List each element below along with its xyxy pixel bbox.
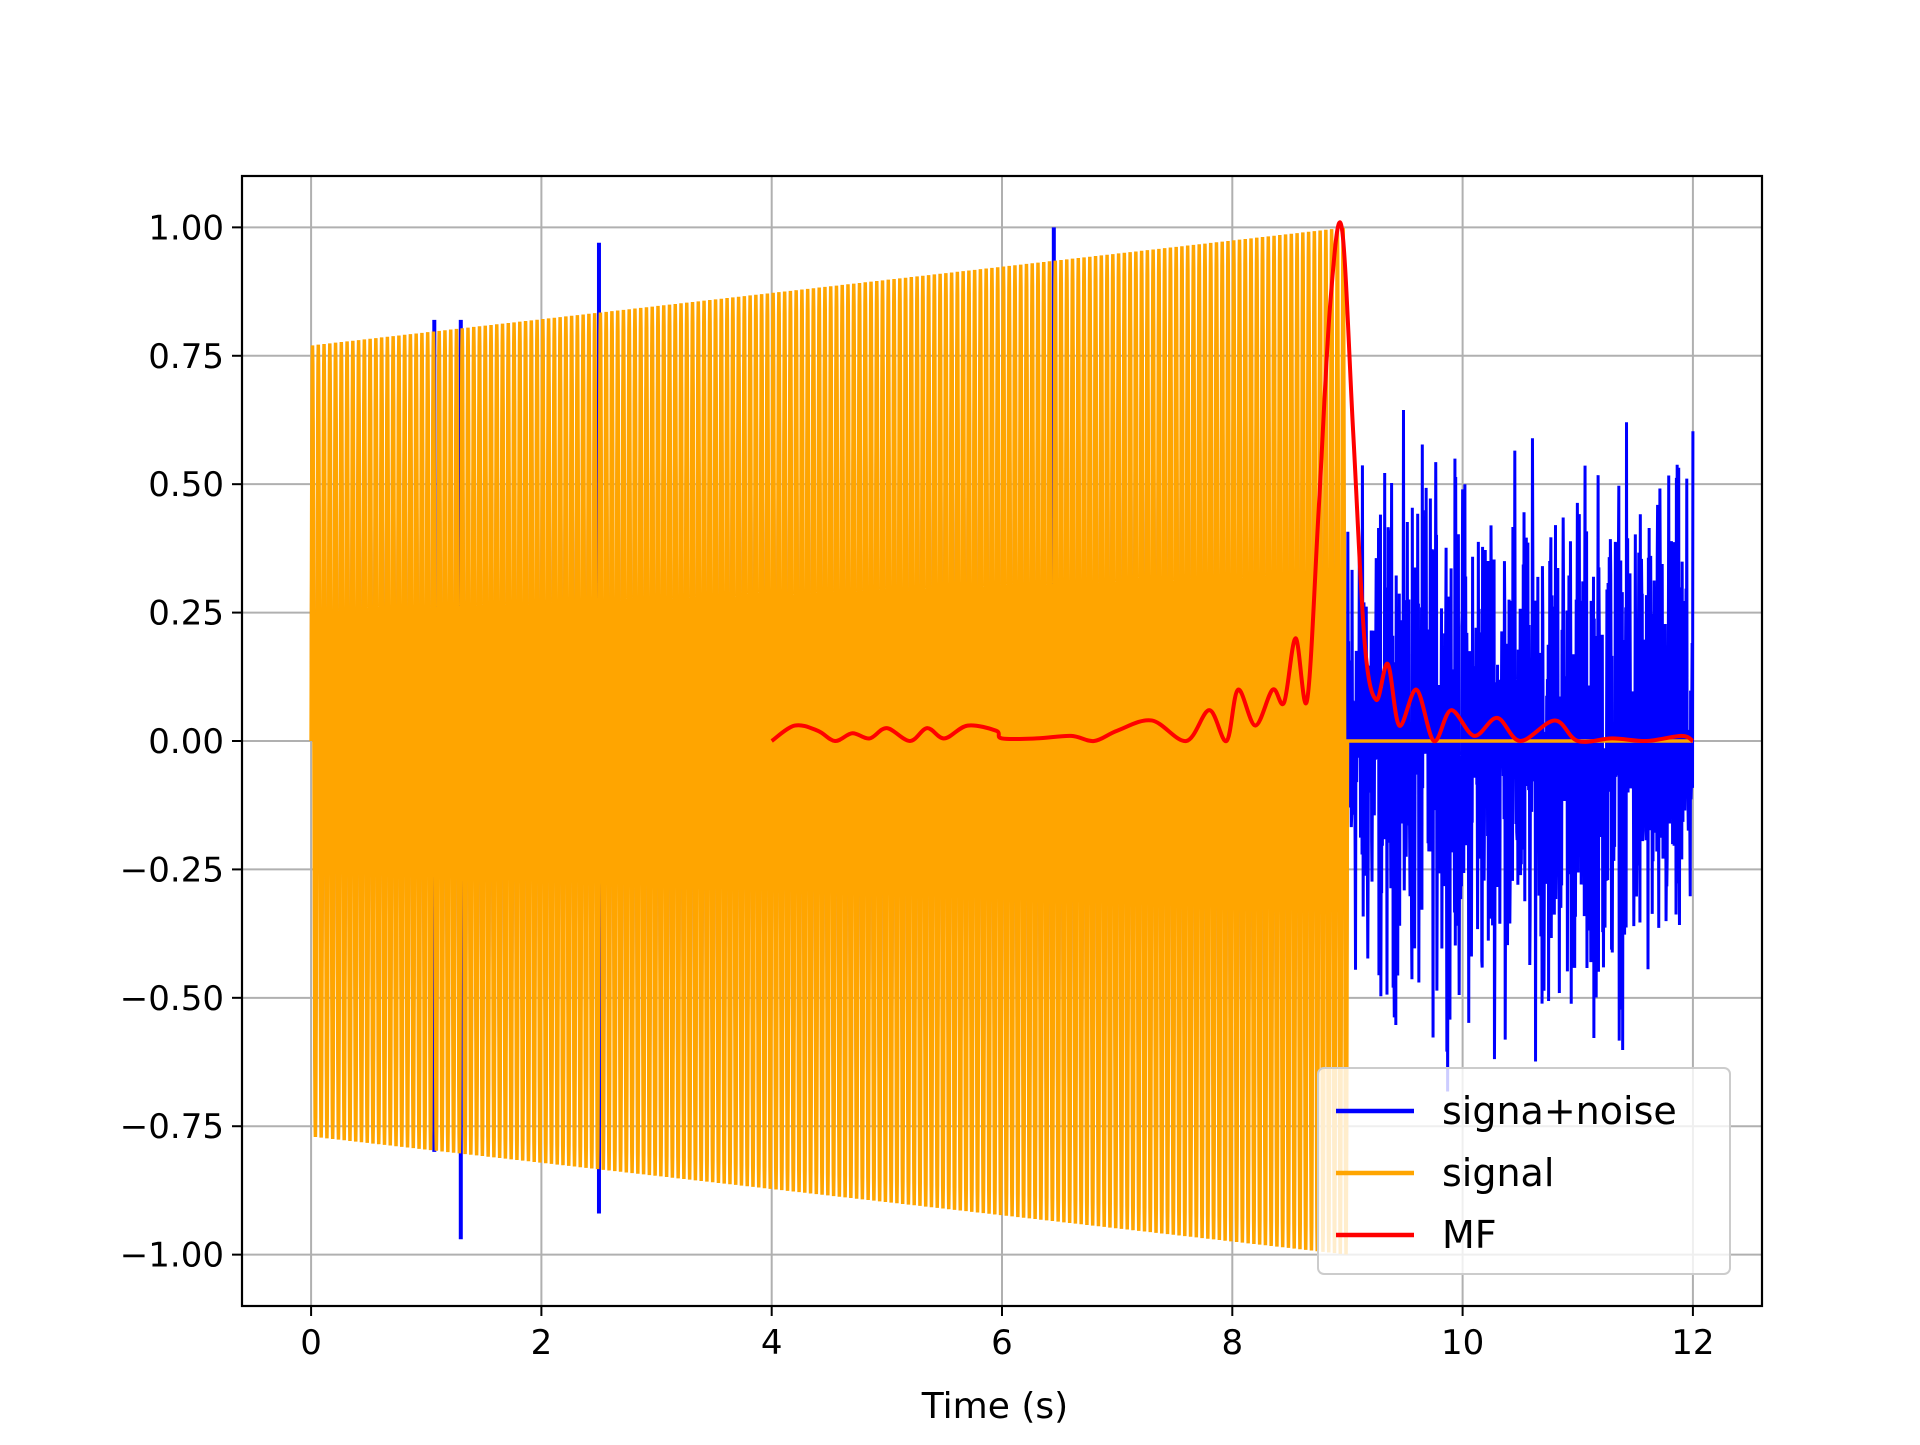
y-tick-label: 0.50 (148, 465, 224, 505)
x-tick-label: 8 (1221, 1323, 1243, 1363)
y-tick-label: 0.75 (148, 337, 224, 377)
series-line-mf (770, 220, 1694, 744)
legend-label: signa+noise (1442, 1089, 1677, 1133)
x-tick-label: 12 (1671, 1323, 1714, 1363)
legend-box (1317, 1067, 1731, 1275)
legend-label: signal (1442, 1151, 1554, 1195)
y-tick-label: 0.00 (148, 722, 224, 762)
series-layer (309, 220, 1695, 1255)
x-tick-label: 10 (1441, 1323, 1484, 1363)
x-tick-label: 6 (991, 1323, 1013, 1363)
series-line-signal (309, 227, 1693, 1255)
y-tick-label: −0.50 (120, 979, 224, 1019)
legend-label: MF (1442, 1213, 1497, 1257)
legend: signa+noise signal MF (1317, 1067, 1731, 1275)
y-tick-label: −0.75 (120, 1107, 224, 1147)
x-axis-label: Time (s) (921, 1386, 1068, 1427)
x-tick-label: 0 (300, 1323, 322, 1363)
y-tick-label: 0.25 (148, 594, 224, 634)
x-tick-label: 2 (531, 1323, 553, 1363)
ticks: 0 2 4 6 8 10 12 1.00 0.75 0.50 0.25 0.00 −0.25 −0.50 −… (120, 208, 1715, 1363)
y-tick-label: −0.25 (120, 850, 224, 890)
y-tick-label: 1.00 (148, 208, 224, 248)
x-tick-label: 4 (761, 1323, 783, 1363)
y-tick-label: −1.00 (120, 1236, 224, 1276)
